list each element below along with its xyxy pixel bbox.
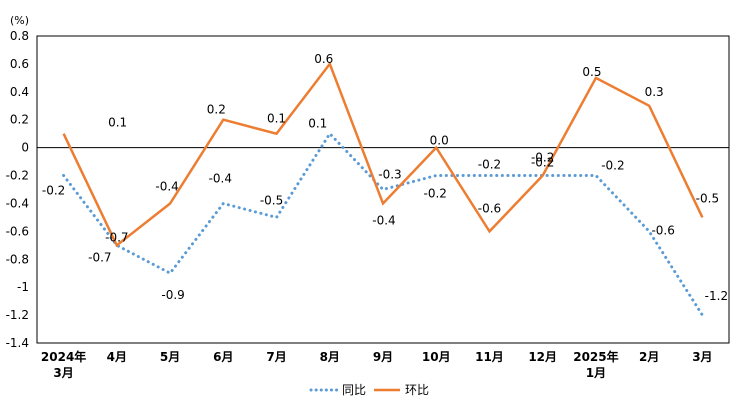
legend-label: 同比 <box>342 383 366 397</box>
x-tick-label: 10月 <box>422 350 451 364</box>
data-label: 0.1 <box>267 112 286 126</box>
y-tick-label: -1.2 <box>6 308 29 322</box>
data-label: -0.5 <box>696 191 719 205</box>
x-tick-label: 12月 <box>528 350 557 364</box>
x-tick-label: 5月 <box>160 350 180 364</box>
data-label: -0.4 <box>155 179 178 193</box>
data-label: -0.2 <box>42 184 65 198</box>
data-label: -0.5 <box>260 193 283 207</box>
y-tick-label: -1 <box>17 280 29 294</box>
data-label: -0.6 <box>651 223 674 237</box>
data-label: 0.5 <box>582 65 601 79</box>
y-tick-label: 0 <box>21 141 29 155</box>
x-tick-label: 2月 <box>639 350 659 364</box>
data-label: -0.9 <box>161 288 184 302</box>
data-label: -0.2 <box>601 159 624 173</box>
series-line-mom <box>62 61 704 248</box>
x-tick-label: 6月 <box>213 350 233 364</box>
data-label: -0.7 <box>88 250 111 264</box>
y-tick-label: 0.8 <box>10 29 29 43</box>
data-label: -0.2 <box>531 151 554 165</box>
y-tick-label: -0.4 <box>6 196 29 210</box>
x-tick-label: 7月 <box>266 350 286 364</box>
y-axis-unit-label: (%) <box>10 14 29 27</box>
legend-label: 环比 <box>405 383 429 397</box>
data-label: -0.2 <box>531 156 554 170</box>
y-tick-label: -0.2 <box>6 169 29 183</box>
data-label: -0.2 <box>478 158 501 172</box>
x-tick-label: 2025年 <box>573 349 618 364</box>
y-tick-label: -0.6 <box>6 224 29 238</box>
data-label: 0.1 <box>108 116 127 130</box>
y-tick-label: 0.2 <box>10 113 29 127</box>
data-label: -0.4 <box>209 171 232 185</box>
data-label: -0.7 <box>105 230 128 244</box>
y-tick-label: -1.4 <box>6 336 29 350</box>
x-tick-label: 11月 <box>475 350 504 364</box>
x-tick-label: 9月 <box>373 350 393 364</box>
data-label: -0.2 <box>424 187 447 201</box>
x-tick-label: 4月 <box>107 350 127 364</box>
data-label: 0.6 <box>314 52 333 66</box>
data-label: -0.4 <box>372 213 395 227</box>
data-label: -0.6 <box>478 201 501 215</box>
x-tick-label: 2024年 <box>41 349 86 364</box>
data-label: 0.1 <box>308 117 327 131</box>
y-tick-label: 0.6 <box>10 57 29 71</box>
x-tick-label: 1月 <box>586 366 606 380</box>
data-label: -0.3 <box>378 168 401 182</box>
data-label: 0.2 <box>207 103 226 117</box>
x-tick-label: 8月 <box>320 350 340 364</box>
legend: 同比 环比 <box>309 383 429 397</box>
data-label: 0.0 <box>430 134 449 148</box>
data-label: 0.3 <box>645 85 664 99</box>
y-tick-label: 0.4 <box>10 85 29 99</box>
x-tick-label: 3月 <box>692 350 712 364</box>
y-tick-label: -0.8 <box>6 252 29 266</box>
x-tick-label: 3月 <box>53 366 73 380</box>
plot-area-border <box>36 35 730 344</box>
data-label: -1.2 <box>705 289 728 303</box>
